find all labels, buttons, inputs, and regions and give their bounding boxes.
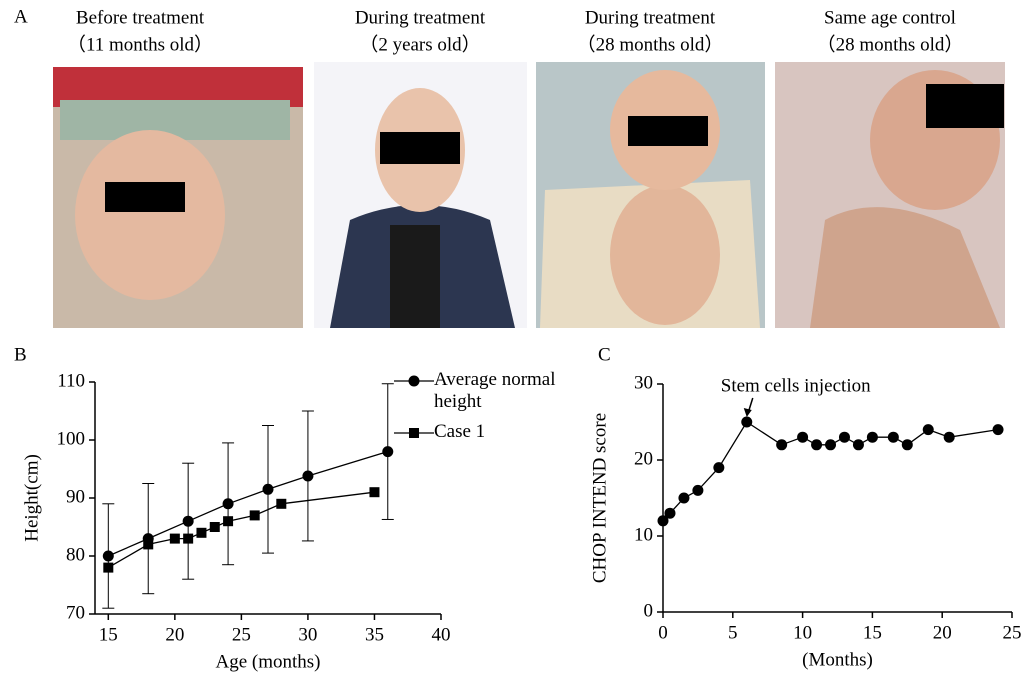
marker <box>223 498 234 509</box>
annotation-arrowhead <box>744 408 752 417</box>
legend: Average normal height Case 1 <box>434 369 584 451</box>
x-tick-label: 5 <box>728 622 738 643</box>
marker <box>867 432 878 443</box>
marker <box>888 432 899 443</box>
marker <box>664 508 675 519</box>
marker <box>741 417 752 428</box>
x-tick-label: 10 <box>793 622 812 643</box>
marker <box>263 484 274 495</box>
photo-caption: During treatment <box>355 7 486 28</box>
marker <box>839 432 850 443</box>
figure: A Before treatment （11 months old） During … <box>0 0 1035 678</box>
marker <box>302 470 313 481</box>
x-tick-label: 20 <box>165 624 184 645</box>
y-tick-label: 90 <box>66 486 85 507</box>
legend-label: Average normal height <box>434 369 556 412</box>
x-tick-label: 25 <box>232 624 251 645</box>
marker <box>103 563 113 573</box>
marker <box>944 432 955 443</box>
x-tick-label: 25 <box>1003 622 1022 643</box>
marker <box>276 499 286 509</box>
photo-age: （11 months old） <box>67 33 213 55</box>
y-tick-label: 100 <box>57 428 86 449</box>
marker <box>409 428 419 438</box>
marker <box>250 510 260 520</box>
photo-caption: Same age control <box>824 7 956 28</box>
y-tick-label: 20 <box>634 448 653 469</box>
y-tick-label: 70 <box>66 602 85 623</box>
marker <box>902 439 913 450</box>
x-tick-label: 15 <box>863 622 882 643</box>
photo-caption: Before treatment <box>76 7 205 28</box>
photo <box>536 62 765 328</box>
marker <box>409 376 420 387</box>
marker <box>853 439 864 450</box>
marker <box>678 493 689 504</box>
marker <box>776 439 787 450</box>
marker <box>183 516 194 527</box>
x-tick-label: 30 <box>298 624 317 645</box>
panel-label: A <box>14 6 28 27</box>
photo-age: （28 months old） <box>817 33 964 55</box>
x-axis-title: Age (months) <box>215 651 320 672</box>
x-tick-label: 35 <box>365 624 384 645</box>
y-tick-label: 30 <box>634 372 653 393</box>
marker <box>797 432 808 443</box>
page: A Before treatment （11 months old） During … <box>0 0 1035 678</box>
y-axis-title: Height(cm) <box>21 454 42 542</box>
marker <box>170 534 180 544</box>
x-tick-label: 0 <box>658 622 668 643</box>
marker <box>183 534 193 544</box>
x-tick-label: 20 <box>933 622 952 643</box>
legend-marker <box>394 426 434 440</box>
legend-entry: Case 1 <box>434 421 584 443</box>
legend-entry: Average normal height <box>434 369 584 413</box>
legend-label: Case 1 <box>434 421 485 442</box>
panel-label: B <box>14 344 27 365</box>
y-tick-label: 110 <box>57 370 85 391</box>
x-tick-label: 15 <box>99 624 118 645</box>
photo <box>775 62 1005 328</box>
photo <box>53 67 303 328</box>
marker <box>382 446 393 457</box>
panel-label: C <box>598 344 611 365</box>
photo <box>314 62 527 328</box>
marker <box>713 462 724 473</box>
x-tick-label: 40 <box>432 624 451 645</box>
photo-age: （28 months old） <box>577 33 724 55</box>
marker <box>825 439 836 450</box>
marker <box>196 528 206 538</box>
legend-marker <box>394 374 434 388</box>
marker <box>143 539 153 549</box>
annotation: Stem cells injection <box>721 375 871 396</box>
marker <box>692 485 703 496</box>
photo-caption: During treatment <box>585 7 716 28</box>
x-axis-title: (Months) <box>802 649 873 670</box>
marker <box>103 551 114 562</box>
photo-age: （2 years old） <box>359 33 480 55</box>
marker <box>223 516 233 526</box>
marker <box>923 424 934 435</box>
marker <box>993 424 1004 435</box>
y-tick-label: 10 <box>634 524 653 545</box>
marker <box>210 522 220 532</box>
y-tick-label: 80 <box>66 544 85 565</box>
marker <box>811 439 822 450</box>
marker <box>369 487 379 497</box>
y-tick-label: 0 <box>644 600 654 621</box>
y-axis-title: CHOP INTEND score <box>589 413 610 583</box>
